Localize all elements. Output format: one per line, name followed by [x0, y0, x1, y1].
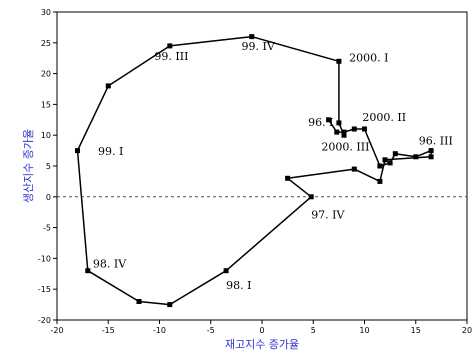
data-point-marker: [308, 194, 314, 200]
data-point-marker: [75, 148, 80, 154]
y-tick-label: 30: [41, 8, 51, 17]
x-tick-label: 15: [411, 326, 421, 335]
x-axis-title: 재고지수 증가율: [225, 338, 299, 351]
y-tick-label: 5: [46, 162, 51, 171]
data-point-marker: [167, 43, 173, 49]
data-point-marker: [341, 129, 347, 135]
point-annotation: 98. I: [226, 279, 251, 292]
data-point-marker: [336, 58, 342, 64]
data-point-marker: [334, 129, 340, 135]
x-tick-label: -20: [50, 326, 63, 335]
point-annotation: 2000. II: [362, 111, 406, 124]
y-axis-ticks: -20 -15 -10 -5 0 5 10 15 20 25 30: [38, 8, 57, 325]
y-tick-label: 20: [41, 70, 51, 79]
y-tick-label: 0: [46, 193, 51, 202]
data-point-marker: [377, 178, 383, 184]
data-point-marker: [136, 299, 142, 304]
data-point-marker: [382, 157, 388, 163]
data-point-marker: [341, 132, 347, 138]
plot-frame: [56, 11, 468, 321]
data-point-marker: [387, 160, 393, 166]
point-annotation: 99. I: [98, 145, 123, 158]
x-tick-label: -5: [207, 326, 215, 335]
y-tick-label: -15: [38, 285, 51, 294]
y-tick-label: 15: [41, 100, 51, 109]
data-point-marker: [351, 166, 357, 172]
x-tick-label: -15: [102, 326, 115, 335]
data-point-marker: [249, 34, 255, 40]
y-tick-label: 25: [41, 39, 51, 48]
point-annotation: 99. IV: [242, 40, 276, 53]
x-tick-label: 10: [359, 326, 369, 335]
point-annotation: 96. I: [308, 116, 333, 129]
data-point-marker: [326, 117, 332, 123]
data-point-marker: [428, 154, 434, 160]
point-annotation: 97. IV: [311, 208, 345, 221]
data-point-marker: [223, 268, 229, 274]
x-tick-label: 20: [462, 326, 472, 335]
data-point-marker: [336, 120, 342, 126]
data-point-marker: [428, 148, 434, 154]
data-point-marker: [392, 151, 398, 157]
y-axis-title: 생산지수 증가율: [22, 129, 35, 203]
x-axis-ticks: -20 -15 -10 -5 0 5 10 15 20: [50, 320, 472, 335]
data-point-marker: [377, 163, 383, 169]
point-annotations: 96. I 2000. II 2000. III 96. III 97. IV 98. I…: [93, 40, 453, 292]
point-annotation: 98. IV: [93, 258, 127, 271]
x-tick-label: -10: [153, 326, 166, 335]
data-point-marker: [105, 83, 111, 89]
y-tick-label: -20: [38, 316, 51, 325]
point-annotation: 2000. I: [349, 51, 388, 64]
series-markers: [75, 34, 434, 308]
y-tick-label: 10: [41, 131, 51, 140]
x-tick-label: 5: [311, 326, 316, 335]
data-point-marker: [85, 268, 91, 274]
data-point-marker: [413, 154, 419, 160]
x-tick-label: 0: [259, 326, 264, 335]
data-point-marker: [167, 302, 173, 308]
data-point-marker: [351, 126, 357, 132]
point-annotation: 2000. III: [321, 141, 369, 154]
data-point-marker: [362, 126, 367, 132]
point-annotation: 96. III: [419, 134, 453, 147]
point-annotation: 99. III: [154, 50, 188, 63]
y-tick-label: -5: [43, 224, 51, 233]
y-tick-label: -10: [38, 254, 51, 263]
data-point-marker: [285, 175, 291, 181]
